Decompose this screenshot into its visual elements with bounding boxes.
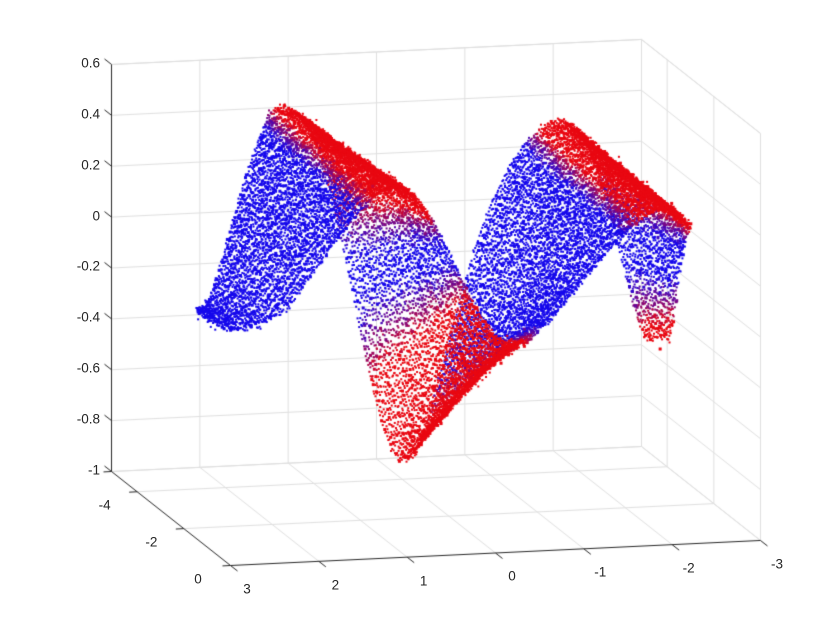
figure-window: 0.6 0.4 0.2 0 -0.2 -0.4 -0.6 -0.8 -1 -4 -2 0 3 2 1 0 -1-… <box>0 0 840 630</box>
plot-canvas <box>0 0 840 630</box>
